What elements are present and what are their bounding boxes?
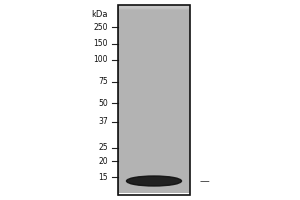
Bar bbox=[118, 8, 190, 41]
Bar bbox=[118, 10, 190, 164]
Bar bbox=[118, 10, 190, 136]
Text: 250: 250 bbox=[94, 22, 108, 31]
Bar bbox=[118, 9, 190, 79]
Text: 25: 25 bbox=[98, 144, 108, 152]
Bar bbox=[118, 8, 190, 24]
Bar bbox=[118, 8, 190, 26]
Bar bbox=[118, 9, 190, 95]
Bar bbox=[118, 8, 190, 31]
Bar bbox=[118, 9, 190, 114]
Text: 150: 150 bbox=[94, 40, 108, 48]
Ellipse shape bbox=[127, 176, 182, 186]
Text: kDa: kDa bbox=[92, 10, 108, 19]
Bar bbox=[118, 8, 190, 36]
Bar bbox=[118, 10, 190, 157]
Bar bbox=[118, 9, 190, 67]
Bar bbox=[118, 9, 190, 110]
Bar bbox=[118, 9, 190, 90]
Bar bbox=[118, 9, 190, 69]
Bar bbox=[118, 9, 190, 124]
Bar bbox=[118, 10, 190, 186]
Bar bbox=[118, 10, 190, 140]
Bar bbox=[118, 9, 190, 86]
Bar bbox=[118, 8, 190, 43]
Bar bbox=[118, 5, 190, 195]
Bar bbox=[118, 9, 190, 83]
Bar bbox=[118, 9, 190, 105]
Bar bbox=[118, 8, 190, 33]
Bar bbox=[118, 10, 190, 169]
Text: 100: 100 bbox=[94, 55, 108, 64]
Bar bbox=[118, 9, 190, 74]
Bar bbox=[118, 10, 190, 148]
Bar bbox=[118, 7, 190, 8]
Bar bbox=[118, 9, 190, 76]
Text: 37: 37 bbox=[98, 117, 108, 127]
Bar bbox=[118, 10, 190, 178]
Bar bbox=[118, 9, 190, 93]
Text: 50: 50 bbox=[98, 98, 108, 108]
Bar bbox=[118, 8, 190, 22]
Bar bbox=[118, 9, 190, 129]
Bar bbox=[118, 9, 190, 112]
Text: 75: 75 bbox=[98, 77, 108, 86]
Bar bbox=[118, 8, 190, 45]
Bar bbox=[118, 8, 190, 55]
Bar bbox=[118, 10, 190, 150]
Bar bbox=[118, 9, 190, 121]
Bar bbox=[118, 10, 190, 190]
Bar bbox=[118, 10, 190, 166]
Bar bbox=[118, 10, 190, 145]
Bar bbox=[118, 8, 190, 19]
Bar bbox=[118, 10, 190, 183]
Bar bbox=[118, 9, 190, 102]
Bar bbox=[118, 9, 190, 133]
Bar bbox=[118, 10, 190, 155]
Bar bbox=[118, 10, 190, 143]
Bar bbox=[118, 9, 190, 131]
Bar bbox=[118, 9, 190, 72]
Bar bbox=[118, 9, 190, 60]
Bar bbox=[118, 10, 190, 181]
Text: —: — bbox=[200, 176, 210, 186]
Bar bbox=[118, 8, 190, 15]
Bar bbox=[118, 8, 190, 10]
Bar bbox=[118, 10, 190, 174]
Bar bbox=[118, 9, 190, 117]
Bar bbox=[118, 10, 190, 193]
Bar bbox=[118, 8, 190, 29]
Bar bbox=[118, 8, 190, 50]
Bar bbox=[118, 9, 190, 81]
Bar bbox=[118, 9, 190, 126]
Bar bbox=[118, 9, 190, 62]
Bar bbox=[118, 9, 190, 98]
Bar bbox=[118, 10, 190, 176]
Bar bbox=[118, 9, 190, 119]
Bar bbox=[118, 10, 190, 159]
Bar bbox=[118, 10, 190, 162]
Bar bbox=[118, 9, 190, 100]
Bar bbox=[118, 8, 190, 12]
Bar bbox=[118, 8, 190, 17]
Bar bbox=[118, 8, 190, 52]
Bar bbox=[118, 10, 190, 152]
Text: 20: 20 bbox=[98, 156, 108, 166]
Bar bbox=[118, 9, 190, 64]
Bar bbox=[118, 10, 190, 171]
Text: 15: 15 bbox=[98, 172, 108, 182]
Bar bbox=[118, 8, 190, 38]
Bar bbox=[118, 10, 190, 188]
Bar bbox=[118, 5, 190, 8]
Bar bbox=[118, 10, 190, 138]
Bar bbox=[118, 9, 190, 88]
Bar bbox=[118, 9, 190, 107]
Bar bbox=[118, 9, 190, 57]
Bar bbox=[118, 8, 190, 48]
